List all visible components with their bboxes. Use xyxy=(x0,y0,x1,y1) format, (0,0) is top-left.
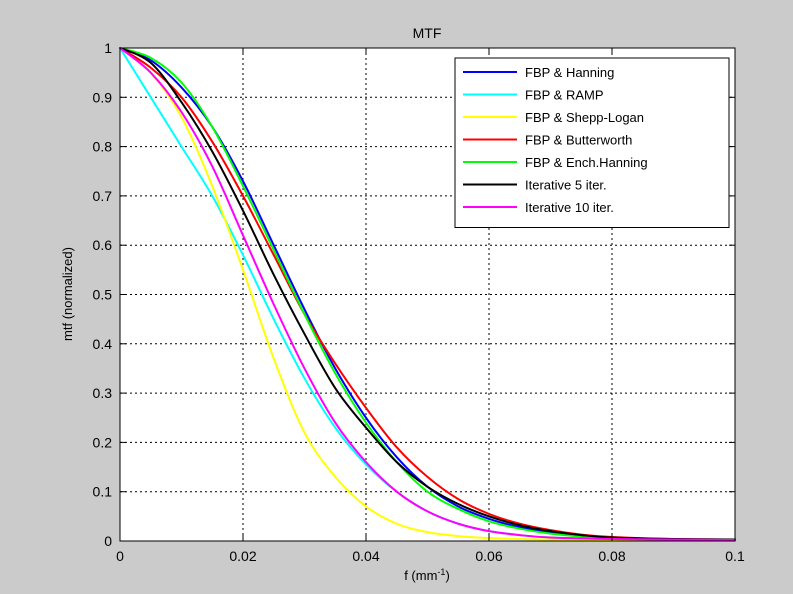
legend-label: FBP & Ench.Hanning xyxy=(525,155,648,170)
y-tick-label: 0.9 xyxy=(93,89,113,105)
y-tick-label: 0.3 xyxy=(93,385,113,401)
series-line-5 xyxy=(119,47,736,541)
y-tick-label: 0.5 xyxy=(93,287,113,303)
x-tick-label: 0.02 xyxy=(229,548,256,564)
y-tick-label: 0.8 xyxy=(93,139,113,155)
x-axis-label: f (mm-1) xyxy=(404,567,450,583)
legend-label: Iterative 10 iter. xyxy=(525,200,614,215)
y-tick-label: 0.1 xyxy=(93,484,113,500)
y-tick-label: 0.6 xyxy=(93,237,113,253)
y-tick-label: 0.2 xyxy=(93,434,113,450)
legend-label: FBP & Shepp-Logan xyxy=(525,110,644,125)
x-tick-label: 0.08 xyxy=(598,548,625,564)
series-line-6 xyxy=(119,47,736,542)
x-tick-label: 0.1 xyxy=(725,548,745,564)
series-layer xyxy=(119,47,736,542)
x-tick-label: 0 xyxy=(116,548,124,564)
grid xyxy=(120,48,735,541)
y-axis-label: mtf (normalized) xyxy=(60,247,75,341)
y-tick-label: 0 xyxy=(104,533,112,549)
y-tick-label: 0.7 xyxy=(93,188,113,204)
x-tick-label: 0.06 xyxy=(475,548,502,564)
legend-label: FBP & Hanning xyxy=(525,65,614,80)
legend: FBP & Hanning FBP & RAMP FBP & Shepp-Logan… xyxy=(454,57,730,228)
series-line-2 xyxy=(119,47,736,542)
y-tick-label: 0.4 xyxy=(93,336,113,352)
legend-label: FBP & Butterworth xyxy=(525,133,632,148)
legend-box xyxy=(454,57,730,228)
y-tick-label: 1 xyxy=(104,40,112,56)
chart-title: MTF xyxy=(413,25,442,41)
legend-label: FBP & RAMP xyxy=(525,88,604,103)
legend-label: Iterative 5 iter. xyxy=(525,178,607,193)
x-tick-label: 0.04 xyxy=(352,548,379,564)
ticks: 0 0.02 0.04 0.06 0.08 0.1 0 0.1 0.2 0.3 0.4 0.5 0.6 0… xyxy=(93,40,745,564)
